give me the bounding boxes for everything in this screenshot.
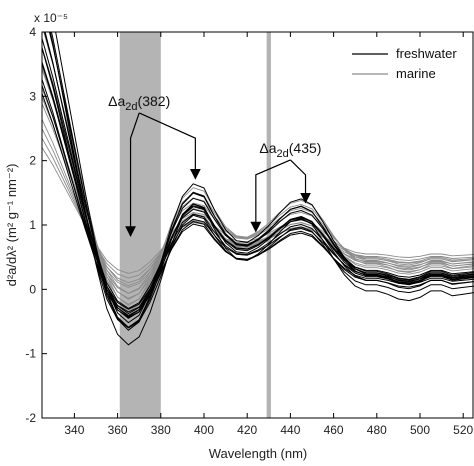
series-line-freshwater-13 bbox=[49, 32, 474, 346]
legend-label-freshwater: freshwater bbox=[396, 46, 457, 61]
x-tick-label: 480 bbox=[367, 423, 387, 437]
series-line-freshwater-12 bbox=[42, 93, 474, 313]
y-tick-label: -2 bbox=[25, 411, 36, 425]
x-tick-label: 440 bbox=[280, 423, 300, 437]
series-line-marine-15 bbox=[43, 32, 474, 306]
y-scale-label: x 10⁻⁵ bbox=[34, 11, 68, 25]
y-tick-label: 0 bbox=[29, 282, 36, 296]
annotation-arrow-1-0 bbox=[250, 159, 291, 233]
shaded-band-0 bbox=[119, 32, 161, 418]
series-line-freshwater-3 bbox=[44, 32, 474, 329]
x-tick-label: 500 bbox=[410, 423, 430, 437]
x-tick-label: 380 bbox=[151, 423, 171, 437]
y-tick-label: 1 bbox=[29, 218, 36, 232]
annotation-arrow-0-1 bbox=[138, 112, 201, 180]
annotation-label-1: Δa2d(435) bbox=[259, 140, 321, 160]
legend-label-marine: marine bbox=[396, 66, 436, 81]
series-line-marine-23 bbox=[42, 128, 474, 284]
series-line-marine-16 bbox=[42, 47, 474, 300]
series-line-freshwater-9 bbox=[42, 61, 474, 309]
y-tick-label: 2 bbox=[29, 154, 36, 168]
x-tick-label: 340 bbox=[64, 423, 84, 437]
x-tick-label: 360 bbox=[108, 423, 128, 437]
y-tick-label: 4 bbox=[29, 25, 36, 39]
annotation-arrow-0-0 bbox=[125, 112, 140, 238]
y-tick-label: -1 bbox=[25, 347, 36, 361]
y-axis-label: d²a/dλ² (m² g⁻¹ nm⁻²) bbox=[4, 164, 19, 287]
series-line-marine-22 bbox=[42, 119, 474, 288]
series-line-freshwater-8 bbox=[42, 63, 474, 316]
series-line-marine-24 bbox=[42, 137, 474, 279]
legend: freshwater marine bbox=[352, 46, 457, 81]
annotation-arrow-1-1 bbox=[289, 159, 311, 204]
series-line-marine-18 bbox=[42, 69, 474, 294]
series-line-freshwater-5 bbox=[42, 38, 474, 319]
x-tick-label: 400 bbox=[194, 423, 214, 437]
x-axis-label: Wavelength (nm) bbox=[209, 446, 308, 461]
series-line-freshwater-11 bbox=[42, 85, 474, 310]
series-lines bbox=[42, 32, 474, 346]
series-line-marine-21 bbox=[42, 103, 474, 287]
plot-frame bbox=[41, 31, 474, 419]
annotation-label-0: Δa2d(382) bbox=[108, 93, 170, 113]
x-tick-label: 520 bbox=[453, 423, 473, 437]
y-tick-label: 3 bbox=[29, 89, 36, 103]
x-tick-label: 460 bbox=[324, 423, 344, 437]
axis-ticks: 340 360 380 400 420 440 460 480 500 520 -2 -1 0 1 2 3 4 bbox=[25, 25, 473, 437]
x-tick-label: 420 bbox=[237, 423, 257, 437]
annotations: Δa2d(382) Δa2d(435) bbox=[108, 93, 321, 238]
